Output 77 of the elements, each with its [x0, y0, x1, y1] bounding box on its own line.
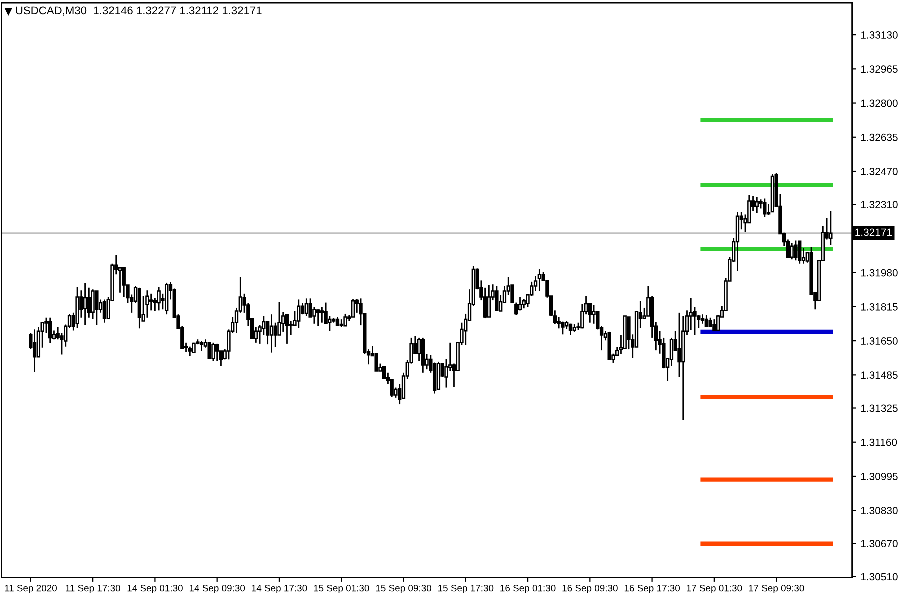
- candlestick: [689, 297, 693, 332]
- candlestick: [274, 322, 278, 348]
- x-tick-label: 17 Sep 01:30: [687, 584, 742, 594]
- candlestick: [83, 282, 88, 326]
- y-tick-label: 1.30510: [861, 573, 898, 581]
- candlestick: [285, 314, 290, 345]
- y-tick-label: 1.32635: [861, 134, 898, 142]
- candlestick: [351, 298, 356, 318]
- candlestick: [829, 210, 833, 246]
- candlestick: [320, 306, 324, 324]
- candlestick: [417, 337, 422, 362]
- candlestick: [200, 340, 204, 352]
- y-tick-label: 1.30995: [861, 472, 898, 480]
- candlestick: [32, 328, 37, 373]
- candlestick: [102, 299, 107, 324]
- y-tick-label: 1.31815: [861, 303, 898, 311]
- candlestick: [700, 314, 705, 325]
- candlestick: [304, 298, 308, 317]
- candlestick: [678, 312, 682, 378]
- candlestick: [188, 346, 192, 358]
- candlestick: [487, 284, 492, 318]
- candlestick: [344, 313, 348, 327]
- candlestick: [122, 267, 126, 298]
- x-tick-label: 15 Sep 01:30: [314, 584, 370, 594]
- candlestick: [790, 242, 794, 260]
- candlestick: [328, 316, 332, 332]
- y-tick-label: 1.32310: [861, 201, 898, 208]
- candlestick: [157, 286, 161, 312]
- y-tick-label: 1.31160: [861, 438, 898, 446]
- candlestick: [522, 298, 526, 310]
- x-tick-label: 17 Sep 09:30: [749, 584, 804, 594]
- candlestick: [312, 306, 316, 325]
- candlestick: [95, 290, 99, 326]
- y-tick-label: 1.31650: [861, 338, 898, 345]
- x-tick-label: 16 Sep 09:30: [562, 584, 618, 594]
- y-tick-label: 1.31325: [861, 404, 898, 412]
- y-tick-label: 1.30670: [861, 540, 898, 548]
- x-tick-label: 16 Sep 17:30: [624, 584, 680, 594]
- x-tick-label: 16 Sep 01:30: [500, 584, 556, 594]
- candlestick: [149, 293, 154, 312]
- x-tick-label: 11 Sep 17:30: [66, 584, 120, 594]
- candlestick: [712, 318, 716, 332]
- candlestick: [763, 198, 767, 218]
- y-tick-label: 1.32470: [861, 168, 898, 176]
- candlestick: [670, 337, 674, 367]
- ref-line-label: 1.32171: [856, 228, 892, 236]
- candlestick: [297, 299, 301, 329]
- candlestick: [208, 342, 212, 360]
- chart-title: USDCAD,M30 1.32146 1.32277 1.32112 1.32171: [16, 6, 262, 16]
- candlestick: [794, 240, 798, 262]
- candlestick: [48, 317, 52, 344]
- candlestick: [499, 294, 503, 312]
- candlestick: [798, 240, 802, 265]
- candlestick: [146, 290, 150, 319]
- x-tick-label: 15 Sep 17:30: [438, 584, 494, 594]
- candlestick: [270, 314, 274, 354]
- candlestick: [316, 308, 320, 327]
- candlestick: [495, 286, 499, 312]
- candlestick: [518, 296, 522, 312]
- x-tick-label: 11 Sep 2020: [5, 584, 57, 594]
- candlestick: [374, 353, 378, 372]
- candlestick: [755, 196, 759, 214]
- y-tick-label: 1.32800: [861, 100, 898, 108]
- x-tick-label: 15 Sep 09:30: [376, 584, 432, 594]
- x-tick-label: 14 Sep 09:30: [190, 584, 246, 594]
- y-tick-label: 1.31485: [861, 372, 898, 380]
- x-tick-label: 14 Sep 01:30: [128, 584, 183, 594]
- y-tick-label: 1.31980: [861, 269, 898, 277]
- candlestick: [561, 321, 565, 336]
- y-tick-label: 1.32965: [861, 66, 898, 74]
- x-tick-label: 14 Sep 17:30: [252, 584, 308, 594]
- y-tick-label: 1.30830: [861, 507, 898, 514]
- y-tick-label: 1.33130: [861, 32, 898, 39]
- candlestick: [538, 268, 542, 292]
- candlestick: [216, 343, 220, 362]
- candlestick: [212, 342, 216, 362]
- candlestick: [704, 314, 708, 328]
